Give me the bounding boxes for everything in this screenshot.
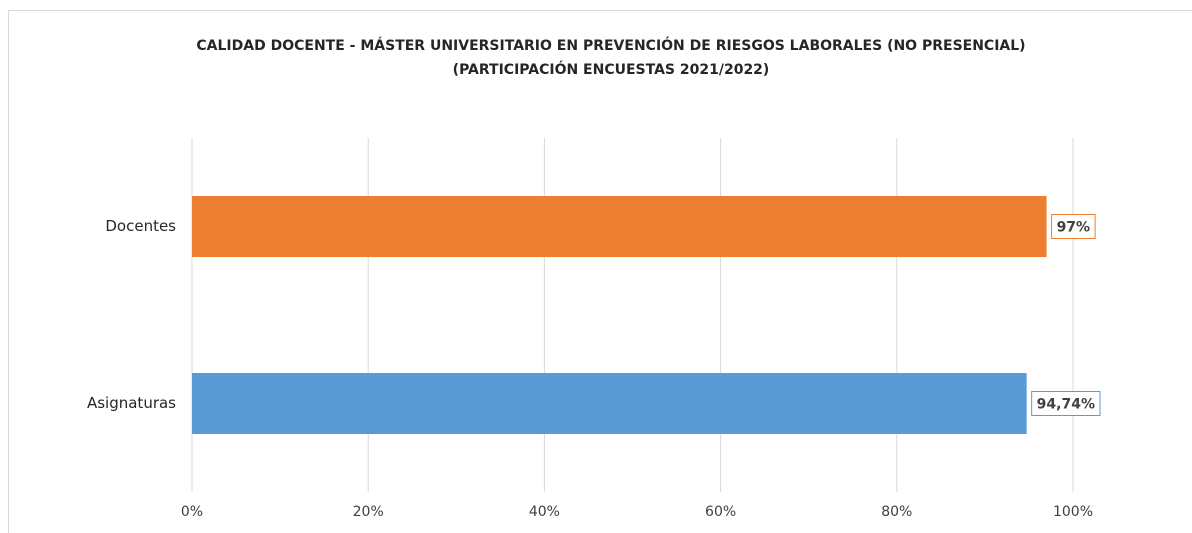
- chart-subtitle: (PARTICIPACIÓN ENCUESTAS 2021/2022): [453, 60, 770, 78]
- x-tick-label: 60%: [705, 504, 736, 520]
- value-label: 97%: [1057, 220, 1091, 236]
- chart-frame: [8, 10, 1192, 533]
- bar: [192, 196, 1047, 257]
- x-tick-label: 0%: [181, 504, 203, 520]
- x-tick-label: 20%: [353, 504, 384, 520]
- x-tick-label: 40%: [529, 504, 560, 520]
- value-label-box: [1051, 214, 1096, 239]
- x-tick-label: 100%: [1053, 504, 1093, 520]
- x-tick-label: 80%: [881, 504, 912, 520]
- value-label-box: [1031, 391, 1101, 416]
- y-tick-label: Docentes: [105, 217, 176, 235]
- bar: [192, 373, 1027, 434]
- chart-title: CALIDAD DOCENTE - MÁSTER UNIVERSITARIO E…: [196, 36, 1025, 54]
- value-label: 94,74%: [1037, 397, 1095, 413]
- y-tick-label: Asignaturas: [87, 394, 176, 412]
